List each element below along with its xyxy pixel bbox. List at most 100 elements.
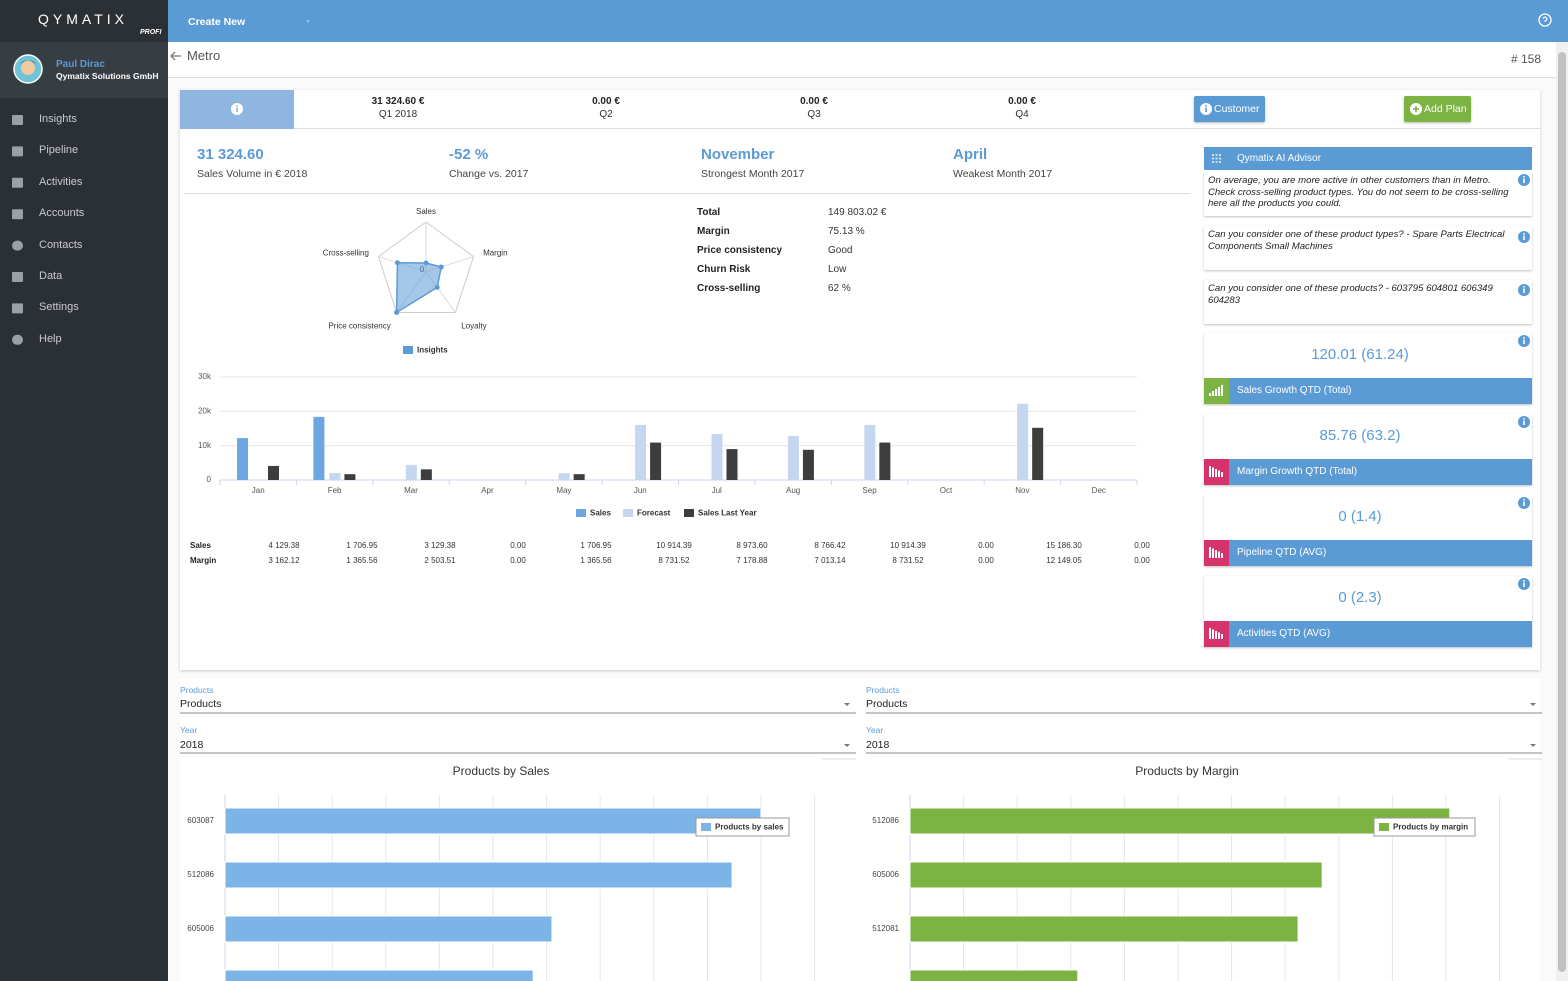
- x-tick-label: Jan: [252, 486, 265, 495]
- metric-value: 85.76 (63.2): [1319, 427, 1401, 444]
- quarter-value: 0.00 €: [592, 96, 620, 107]
- menu-icon: [12, 240, 23, 251]
- advisor-title: Qymatix AI Advisor: [1237, 153, 1321, 164]
- edition: PROFI: [140, 29, 162, 36]
- legend-swatch: [623, 509, 633, 517]
- x-tick-label: Sep: [862, 486, 877, 495]
- menu-item[interactable]: Activities: [39, 175, 83, 188]
- advisor-header: [1204, 147, 1532, 170]
- info-icon-glyph: [1523, 336, 1525, 339]
- quarter-value: 0.00 €: [800, 96, 828, 107]
- bar: [420, 469, 432, 480]
- info-icon-glyph: [1523, 175, 1525, 178]
- radar-grid: [377, 221, 475, 313]
- menu-item[interactable]: Help: [39, 332, 62, 345]
- quarter-label: Q3: [807, 109, 821, 120]
- metric-bar: [1204, 621, 1532, 647]
- info-icon-glyph: [1523, 232, 1525, 235]
- menu-item[interactable]: Settings: [39, 301, 79, 314]
- bar: [313, 416, 325, 480]
- info-icon-glyph: [236, 107, 238, 112]
- table-cell: 0.00: [978, 556, 994, 565]
- divider: [184, 193, 1190, 194]
- table-cell: 8 731.52: [892, 556, 924, 565]
- bar: [329, 473, 341, 480]
- advisor-card: [1204, 226, 1532, 270]
- advisor-icon: [1215, 157, 1218, 160]
- button-label[interactable]: Add Plan: [1424, 103, 1467, 115]
- metric-icon-glyph: [1209, 547, 1211, 558]
- menu-item[interactable]: Contacts: [39, 238, 83, 251]
- radar-point: [394, 260, 400, 266]
- create-new[interactable]: Create New: [188, 16, 246, 28]
- menu-item[interactable]: Pipeline: [39, 144, 79, 157]
- y-tick-label: 603087: [187, 816, 214, 825]
- table-cell: 8 731.52: [658, 556, 690, 565]
- bar: [909, 969, 1079, 981]
- x-tick-label: Apr: [481, 486, 494, 495]
- table-cell: 3 162.12: [268, 556, 300, 565]
- metric-value: 0 (2.3): [1338, 589, 1382, 606]
- bar: [864, 425, 876, 480]
- page-header: [168, 42, 1556, 78]
- table-cell: 15 186.30: [1046, 541, 1082, 550]
- info-icon-glyph: [1523, 288, 1525, 293]
- legend-swatch: [1379, 823, 1389, 831]
- table-cell: 7 178.88: [736, 556, 768, 565]
- advisor-card: [1204, 280, 1532, 324]
- filter-select[interactable]: Products: [866, 698, 908, 710]
- menu-item[interactable]: Insights: [39, 113, 77, 125]
- detail-label: Margin: [697, 226, 730, 237]
- info-icon-glyph: [1523, 417, 1525, 420]
- radar-point: [394, 309, 400, 315]
- avatar-hair: [20, 60, 36, 65]
- info-icon-glyph: [1523, 178, 1525, 183]
- info-icon-glyph: [1205, 107, 1207, 112]
- filter-select[interactable]: Products: [180, 698, 222, 710]
- radar-axis-label: Price consistency: [328, 322, 390, 331]
- legend-label: Products by sales: [715, 823, 784, 832]
- bar: [344, 474, 356, 480]
- table-cell: 8 766.42: [814, 541, 846, 550]
- filter-select[interactable]: 2018: [180, 739, 204, 751]
- filter-select[interactable]: 2018: [866, 739, 890, 751]
- radar-point: [438, 264, 444, 270]
- bar: [909, 915, 1299, 943]
- legend-box: [695, 817, 790, 837]
- back-arrow: [170, 51, 181, 61]
- legend-label: Products by margin: [1393, 823, 1468, 832]
- x-tick-label: Mar: [404, 486, 418, 495]
- detail-value: Low: [828, 264, 847, 275]
- logo: QYMATIX: [38, 11, 128, 27]
- sidebar: [0, 0, 168, 981]
- metric-icon-glyph: [1212, 391, 1214, 396]
- kpi-label: Weakest Month 2017: [953, 168, 1053, 180]
- metric-bar: [1204, 378, 1532, 404]
- chart-title: Products by Sales: [452, 764, 550, 778]
- bar: [224, 861, 733, 889]
- user-name: Paul Dirac: [56, 59, 105, 70]
- dropdown-caret: [844, 703, 850, 706]
- metric-icon-glyph: [1215, 550, 1217, 558]
- table-cell: 12 149.05: [1046, 556, 1082, 565]
- metric-icon-glyph: [1218, 632, 1220, 639]
- table-row-label: Sales: [190, 541, 211, 550]
- table-cell: 0.00: [978, 541, 994, 550]
- advisor-icon: [1219, 157, 1221, 160]
- dropdown-caret: [1530, 703, 1536, 706]
- legend-label: Forecast: [637, 509, 671, 518]
- metric-icon-glyph: [1218, 551, 1220, 558]
- dropdown-caret: [844, 744, 850, 747]
- x-tick-label: Nov: [1015, 486, 1029, 495]
- menu-item[interactable]: Accounts: [39, 207, 85, 220]
- radar-axis-label: Margin: [483, 249, 507, 258]
- filter-label: Products: [866, 685, 900, 695]
- metric-bar: [1204, 459, 1532, 485]
- scrollbar-thumb[interactable]: [1558, 52, 1566, 972]
- radar-point: [423, 260, 429, 266]
- menu-icon: [12, 115, 23, 125]
- button-label[interactable]: Customer: [1214, 103, 1260, 115]
- metric-icon-glyph: [1212, 629, 1214, 639]
- menu-item[interactable]: Data: [39, 270, 63, 282]
